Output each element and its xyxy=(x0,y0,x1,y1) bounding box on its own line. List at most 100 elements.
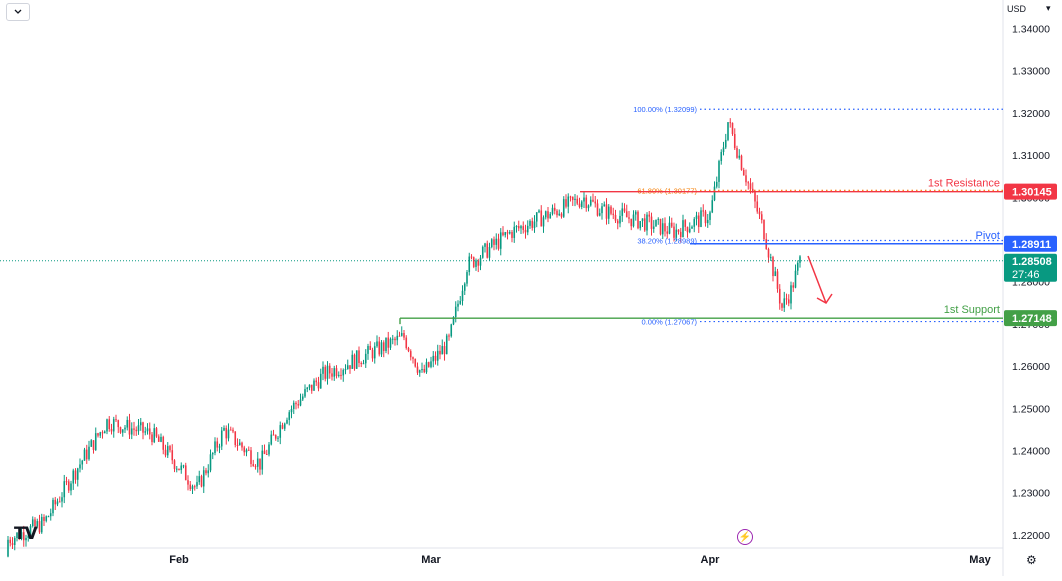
candle-body xyxy=(747,182,750,184)
candle-body xyxy=(688,228,691,233)
lightning-icon[interactable]: ⚡ xyxy=(737,529,753,545)
price-tick-label: 1.32000 xyxy=(1012,108,1050,120)
candle-body xyxy=(261,450,264,470)
candle-body xyxy=(157,436,160,442)
candle-body xyxy=(18,532,21,540)
candle-body xyxy=(247,449,250,451)
candle-body xyxy=(628,217,630,219)
candle-body xyxy=(101,432,104,434)
candle-body xyxy=(47,516,50,518)
candle-body xyxy=(88,446,90,460)
candle-body xyxy=(657,218,660,220)
candle-body xyxy=(614,214,617,221)
chevron-down-icon xyxy=(13,3,23,21)
candle-body xyxy=(376,341,378,347)
candle-body xyxy=(92,440,95,450)
candle-body xyxy=(774,271,777,277)
candle-body xyxy=(394,338,396,341)
candle-body xyxy=(146,428,149,432)
candle-body xyxy=(178,468,180,471)
candle-body xyxy=(484,243,486,247)
candle-body xyxy=(409,351,412,358)
candle-body xyxy=(94,433,97,450)
time-axis[interactable]: Feb Mar Apr May xyxy=(169,554,991,566)
candle-body xyxy=(256,458,259,467)
candle-body xyxy=(369,345,372,350)
candle-body xyxy=(776,271,779,289)
candle-body xyxy=(783,298,786,308)
candle-body xyxy=(715,181,718,187)
candle-body xyxy=(43,516,45,521)
candle-body xyxy=(490,239,493,248)
candle-body xyxy=(13,538,16,545)
candle-body xyxy=(110,429,113,432)
candle-body xyxy=(227,429,230,439)
candle-body xyxy=(722,147,725,152)
candle-body xyxy=(128,419,131,435)
candle-body xyxy=(385,337,387,351)
candle-body xyxy=(731,122,734,134)
candle-body xyxy=(155,428,158,437)
candle-body xyxy=(20,532,23,540)
candle-body xyxy=(99,432,102,436)
chevron-down-icon[interactable]: ▾ xyxy=(1046,3,1051,13)
candle-body xyxy=(67,481,70,491)
candle-body xyxy=(625,211,628,218)
candle-body xyxy=(502,232,504,236)
candle-body xyxy=(407,348,410,352)
candle-body xyxy=(477,260,480,266)
candle-body xyxy=(751,188,754,192)
collapse-button[interactable] xyxy=(6,3,30,21)
candle-body xyxy=(616,220,619,224)
candle-body xyxy=(459,300,462,304)
down-arrow-icon[interactable] xyxy=(816,293,833,304)
candle-body xyxy=(454,306,457,317)
level-price-tag xyxy=(1004,235,1057,252)
candle-body xyxy=(310,384,313,391)
candle-body xyxy=(274,435,277,439)
candle-body xyxy=(139,422,142,426)
candle-body xyxy=(553,207,556,211)
price-tick-label: 1.23000 xyxy=(1012,488,1050,500)
candle-body xyxy=(769,257,772,259)
candle-body xyxy=(781,303,783,308)
candle-body xyxy=(124,427,126,430)
down-arrow-shaft[interactable] xyxy=(807,255,827,304)
level-name-label: 1st Support xyxy=(944,304,1000,316)
candle-body xyxy=(632,214,635,227)
candle-body xyxy=(151,434,153,443)
candle-body xyxy=(133,428,135,430)
candle-body xyxy=(335,368,338,376)
candle-body xyxy=(11,543,14,545)
candle-body xyxy=(673,226,675,238)
candle-body xyxy=(29,526,32,536)
candle-body xyxy=(106,419,108,432)
candle-body xyxy=(742,169,745,176)
candle-body xyxy=(254,466,257,468)
candle-body xyxy=(391,338,394,340)
candle-body xyxy=(560,213,563,217)
fibonacci-level-label: 100.00% (1.32099) xyxy=(633,105,697,114)
candle-body xyxy=(693,218,696,227)
candle-body xyxy=(682,220,684,238)
candle-body xyxy=(418,370,421,373)
time-tick-label: Mar xyxy=(421,554,441,566)
candle-body xyxy=(250,450,252,465)
candle-body xyxy=(488,247,491,258)
gear-icon[interactable]: ⚙ xyxy=(1026,553,1037,567)
candle-body xyxy=(799,256,801,263)
level-name-label: Pivot xyxy=(976,230,1000,242)
candle-body xyxy=(58,501,61,503)
candle-body xyxy=(414,358,417,367)
candle-body xyxy=(54,499,57,505)
candle-body xyxy=(184,465,187,481)
candle-body xyxy=(191,486,194,490)
candle-body xyxy=(643,218,646,231)
candle-body xyxy=(416,366,419,373)
candle-body xyxy=(558,213,561,216)
candle-body xyxy=(612,213,615,215)
candle-body xyxy=(520,226,522,229)
candle-body xyxy=(164,449,167,456)
